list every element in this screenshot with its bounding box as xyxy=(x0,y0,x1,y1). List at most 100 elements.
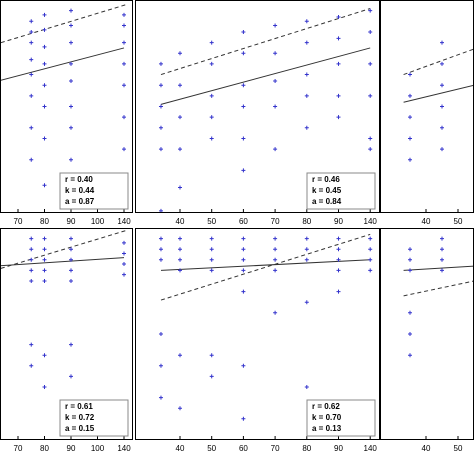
point xyxy=(29,268,34,273)
x-tick-label: 140 xyxy=(117,217,131,226)
point xyxy=(304,40,309,45)
panel xyxy=(403,236,474,358)
point xyxy=(122,251,126,256)
annotation: r = 0.40 xyxy=(65,175,93,184)
point xyxy=(273,236,278,241)
point xyxy=(42,236,47,241)
point xyxy=(158,332,163,336)
x-tick-label: 40 xyxy=(176,217,185,226)
x-tick-label: 60 xyxy=(239,444,248,453)
panel xyxy=(158,8,373,213)
point xyxy=(209,353,214,358)
point xyxy=(158,147,163,152)
point xyxy=(42,353,47,358)
point xyxy=(178,147,182,152)
point xyxy=(408,93,412,98)
point xyxy=(42,279,47,283)
x-tick-label: 70 xyxy=(271,444,280,453)
point xyxy=(209,115,214,120)
point xyxy=(408,268,412,273)
panel xyxy=(158,233,373,421)
point xyxy=(336,247,341,252)
point xyxy=(42,257,47,262)
point xyxy=(29,279,34,283)
x-tick-label: 50 xyxy=(207,444,216,453)
panel xyxy=(403,40,474,162)
x-tick-label: 100 xyxy=(91,217,105,226)
point xyxy=(158,125,163,130)
point xyxy=(209,236,214,241)
point xyxy=(122,83,126,88)
point xyxy=(42,12,47,17)
x-tick-label: 70 xyxy=(14,217,23,226)
point xyxy=(273,268,278,273)
point xyxy=(336,36,341,41)
point xyxy=(29,236,34,241)
point xyxy=(69,40,73,45)
point xyxy=(440,247,444,252)
x-tick-label: 80 xyxy=(302,444,311,453)
point xyxy=(241,363,246,368)
point xyxy=(158,363,163,368)
point xyxy=(29,72,34,77)
point xyxy=(69,268,73,273)
point xyxy=(158,61,163,66)
point xyxy=(304,93,309,98)
point xyxy=(69,104,73,109)
point xyxy=(122,61,126,66)
x-tick-label: 140 xyxy=(364,217,378,226)
point xyxy=(178,83,182,88)
point xyxy=(304,300,309,305)
point xyxy=(69,125,73,130)
x-tick-label: 40 xyxy=(422,217,431,226)
point xyxy=(273,257,278,262)
point xyxy=(440,61,444,66)
point xyxy=(440,236,444,241)
point xyxy=(336,268,341,273)
point xyxy=(368,268,373,273)
point xyxy=(178,236,182,241)
x-tick-label: 90 xyxy=(334,217,343,226)
point xyxy=(69,257,73,262)
point xyxy=(209,247,214,252)
point xyxy=(273,147,278,152)
x-tick-label: 40 xyxy=(176,444,185,453)
point xyxy=(158,247,163,252)
point xyxy=(122,40,126,45)
point xyxy=(304,72,309,77)
point xyxy=(241,168,246,173)
point xyxy=(241,268,246,273)
annotation-box xyxy=(59,399,129,437)
point xyxy=(304,125,309,130)
annotation: a = 0.84 xyxy=(312,197,342,206)
point xyxy=(336,61,341,66)
point xyxy=(440,257,444,262)
point xyxy=(69,8,73,13)
point xyxy=(178,268,182,273)
fit-line xyxy=(160,259,371,271)
point xyxy=(241,51,246,56)
point xyxy=(408,257,412,262)
point xyxy=(304,257,309,262)
panel-frame xyxy=(0,228,133,440)
reference-line xyxy=(403,48,474,76)
point xyxy=(69,342,73,347)
point xyxy=(273,104,278,109)
annotation: r = 0.62 xyxy=(312,402,340,411)
reference-line xyxy=(160,8,371,76)
point xyxy=(122,23,126,28)
point xyxy=(368,247,373,252)
point xyxy=(408,353,412,358)
point xyxy=(29,125,34,130)
annotation: r = 0.46 xyxy=(312,175,340,184)
point xyxy=(304,236,309,241)
annotation: a = 0.15 xyxy=(65,424,95,433)
fit-line xyxy=(403,84,474,103)
point xyxy=(29,57,34,62)
point xyxy=(336,93,341,98)
point xyxy=(158,395,163,400)
point xyxy=(368,147,373,152)
point xyxy=(42,61,47,66)
point xyxy=(69,23,73,28)
annotation-box xyxy=(59,172,129,210)
